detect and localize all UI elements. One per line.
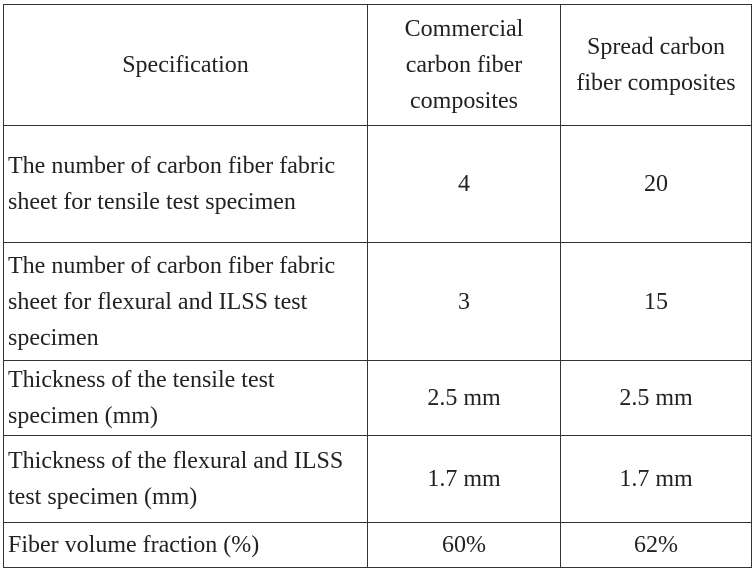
- table-cell: 2.5 mm: [560, 360, 752, 436]
- table-row: The number of carbon fiber fabric sheet …: [3, 242, 752, 361]
- table-cell: Thickness of the flexural and ILSS test …: [3, 435, 368, 523]
- table-cell: 62%: [560, 522, 752, 568]
- table-cell: Fiber volume fraction (%): [3, 522, 368, 568]
- spec-table: Specification Commercial carbon fiber co…: [3, 4, 752, 568]
- table-body: The number of carbon fiber fabric sheet …: [3, 125, 752, 568]
- table-row: Thickness of the flexural and ILSS test …: [3, 435, 752, 523]
- table-cell: The number of carbon fiber fabric sheet …: [3, 242, 368, 361]
- table-cell: 60%: [367, 522, 561, 568]
- table-cell: 15: [560, 242, 752, 361]
- header-cell: Commercial carbon fiber composites: [367, 4, 561, 126]
- header-cell: Spread carbon fiber composites: [560, 4, 752, 126]
- table-row: The number of carbon fiber fabric sheet …: [3, 125, 752, 243]
- table-row: Fiber volume fraction (%) 60% 62%: [3, 522, 752, 568]
- table-cell: The number of carbon fiber fabric sheet …: [3, 125, 368, 243]
- table-row: Thickness of the tensile test specimen (…: [3, 360, 752, 436]
- table-cell: 20: [560, 125, 752, 243]
- header-row: Specification Commercial carbon fiber co…: [3, 4, 752, 126]
- table-cell: 3: [367, 242, 561, 361]
- table-cell: Thickness of the tensile test specimen (…: [3, 360, 368, 436]
- table-cell: 4: [367, 125, 561, 243]
- table-cell: 1.7 mm: [367, 435, 561, 523]
- header-cell: Specification: [3, 4, 368, 126]
- table-cell: 2.5 mm: [367, 360, 561, 436]
- table-cell: 1.7 mm: [560, 435, 752, 523]
